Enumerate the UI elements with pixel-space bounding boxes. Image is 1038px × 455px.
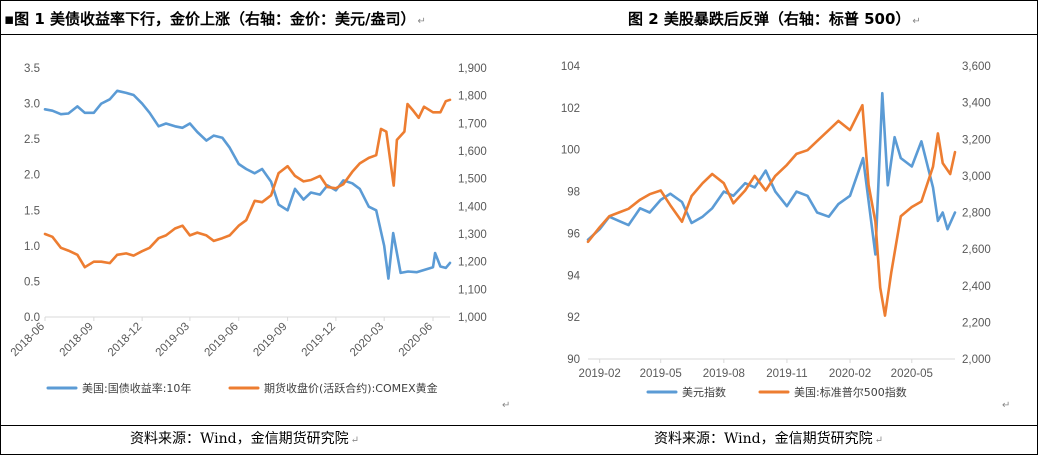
y-right-tick-label: 1,600 xyxy=(458,146,487,158)
y-left-tick-label: 94 xyxy=(567,270,580,282)
y-left-tick-label: 3.0 xyxy=(24,99,40,111)
y-right-tick-label: 3,600 xyxy=(962,61,991,73)
y-right-tick-label: 3,400 xyxy=(962,98,991,110)
x-tick-label: 2020-02 xyxy=(829,368,871,380)
y-left-tick-label: 0.0 xyxy=(24,312,40,324)
y-right-tick-label: 1,700 xyxy=(458,118,487,130)
chart-2-title: 图 2 美股暴跌后反弹（右轴：标普 500） ↵ xyxy=(628,10,921,28)
y-left-tick-label: 104 xyxy=(561,61,581,73)
series-line-right-axis xyxy=(586,103,957,317)
y-right-tick-label: 3,000 xyxy=(962,171,991,183)
legend-label: 美元指数 xyxy=(682,385,726,399)
x-tick-label: 2020-03 xyxy=(348,321,386,359)
y-left-tick-label: 1.0 xyxy=(24,241,40,253)
x-tick-label: 2019-05 xyxy=(640,368,682,380)
x-tick-label: 2019-02 xyxy=(579,368,621,380)
y-right-tick-label: 2,600 xyxy=(962,244,991,256)
legend-label: 期货收盘价(活跃合约):COMEX黄金 xyxy=(264,381,438,395)
y-left-tick-label: 96 xyxy=(567,228,580,240)
x-tick-label: 2019-08 xyxy=(703,368,745,380)
paragraph-mark: ↵ xyxy=(502,400,511,411)
chart-1-yield-vs-gold: 2018-06 2018-09 2018-12 2019-03 2019-06 2019-… xyxy=(9,63,487,395)
x-tick-label: 2019-09 xyxy=(251,321,289,359)
y-right-tick-label: 2,000 xyxy=(962,354,991,366)
series-line-right-axis xyxy=(43,98,452,269)
y-right-tick-label: 1,800 xyxy=(458,91,487,103)
y-right-tick-label: 1,300 xyxy=(458,229,487,241)
x-tick-label: 2018-06 xyxy=(9,321,47,359)
y-right-tick-label: 2,200 xyxy=(962,317,991,329)
series-line-left-axis xyxy=(43,89,452,280)
y-right-tick-label: 1,900 xyxy=(458,63,487,75)
legend-label: 美国:标准普尔500指数 xyxy=(794,385,907,399)
y-right-tick-label: 1,200 xyxy=(458,257,487,269)
header-divider xyxy=(0,34,1038,35)
x-tick-label: 2020-06 xyxy=(397,321,435,359)
y-left-tick-label: 98 xyxy=(567,187,580,199)
chart-1-title: ▪图 1 美债收益率下行，金价上涨（右轴：金价：美元/盎司） ↵ xyxy=(4,10,426,28)
chart-1-source: 资料来源：Wind，金信期货研究院 ↵ xyxy=(130,431,359,447)
y-left-tick-label: 2.5 xyxy=(24,134,40,146)
y-left-tick-label: 100 xyxy=(561,145,580,157)
y-right-tick-label: 1,400 xyxy=(458,201,487,213)
x-tick-label: 2018-09 xyxy=(58,321,96,359)
y-left-tick-label: 0.5 xyxy=(24,276,40,288)
y-right-tick-label: 1,100 xyxy=(458,284,487,296)
y-left-tick-label: 102 xyxy=(561,103,580,115)
x-tick-label: 2019-12 xyxy=(300,321,338,359)
x-tick-label: 2018-12 xyxy=(106,321,144,359)
x-tick-label: 2019-03 xyxy=(154,321,192,359)
y-right-tick-label: 2,800 xyxy=(962,208,991,220)
y-left-tick-label: 90 xyxy=(567,354,580,366)
y-left-tick-label: 3.5 xyxy=(24,63,40,75)
x-tick-label: 2020-05 xyxy=(891,368,933,380)
x-tick-label: 2019-11 xyxy=(766,368,807,380)
footer-divider xyxy=(0,425,1038,426)
y-right-tick-label: 1,500 xyxy=(458,174,487,186)
x-tick-label: 2019-06 xyxy=(203,321,241,359)
chart-2-dollar-vs-sp500: 2019-02 2019-05 2019-08 2019-11 2020-02 2020-… xyxy=(561,61,991,399)
chart-2-source: 资料来源：Wind，金信期货研究院 ↵ xyxy=(654,431,883,447)
y-left-tick-label: 92 xyxy=(567,312,580,324)
y-right-tick-label: 3,200 xyxy=(962,134,991,146)
y-left-tick-label: 1.5 xyxy=(24,205,40,217)
y-left-tick-label: 2.0 xyxy=(24,170,40,182)
series-line-left-axis xyxy=(586,91,957,256)
paragraph-mark: ↵ xyxy=(1002,400,1011,411)
y-right-tick-label: 1,000 xyxy=(458,312,487,324)
legend-label: 美国:国债收益率:10年 xyxy=(82,381,191,395)
y-right-tick-label: 2,400 xyxy=(962,281,991,293)
